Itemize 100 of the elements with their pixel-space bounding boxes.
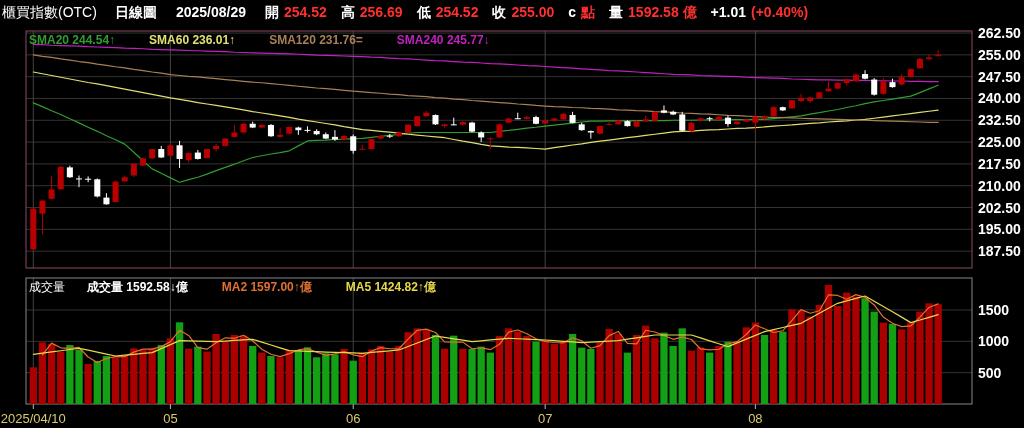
candlestick [606,121,613,126]
bar [733,341,741,404]
bar [532,341,540,404]
bar [907,322,915,404]
bar [450,335,458,404]
bar [468,348,476,404]
candlestick [487,136,494,150]
bar [651,338,659,404]
bar [632,334,641,404]
y-tick-label: 225.00 [978,134,1022,151]
text: MA5 1424.82↑億 [345,280,437,294]
y-tick-label: 255.00 [978,46,1022,63]
candlestick [459,120,466,127]
bar [47,344,56,404]
text: 2025/08/29 [175,4,247,20]
y-tick-label: 1000 [978,333,1010,350]
y-tick-label: 1500 [978,301,1010,318]
bar [642,325,650,404]
bar [760,334,769,404]
candlestick [724,115,731,128]
text: 高 256.69 [340,4,403,20]
x-tick-label: 08 [748,411,763,426]
bar [678,328,686,404]
text: MA2 1597.00↑億 [221,280,313,294]
bar [477,346,485,404]
y-tick-label: 187.50 [978,243,1022,260]
text: SMA60 236.01↑ [149,33,236,47]
bar [833,305,842,404]
bar [285,349,293,404]
bar [742,327,750,404]
bar [84,364,92,404]
bar [349,360,357,404]
bar [614,333,622,404]
bar [541,341,549,404]
candlestick [213,143,220,152]
bar [495,335,504,404]
bar [239,335,248,404]
bar [587,348,595,404]
text: 低 254.52 [415,4,479,20]
bar [578,347,586,404]
bar [157,345,165,404]
y-tick-label: 195.00 [978,221,1022,238]
bar [861,298,869,404]
text: c 點 [568,4,596,20]
bar [376,345,385,404]
text: +1.01 (+0.40%) [710,4,809,20]
text: 成交量 1592.58↓億 [86,280,189,294]
y-tick-label: 247.50 [978,68,1022,85]
candlestick [94,177,101,198]
series-label: SMA240 245.77↓ [396,33,490,47]
chart-title: 櫃買指數(OTC) [2,4,97,20]
y-tick-label: 210.00 [978,177,1022,194]
bar [57,351,65,404]
bar [38,342,47,404]
line-series [32,71,939,150]
bar [724,341,732,404]
bar [779,331,787,404]
bar [267,355,275,404]
bar [258,352,266,404]
chart-title: 成交量 [29,280,65,294]
bar [806,316,814,404]
candlestick [112,179,119,204]
bar [888,323,897,404]
y-tick-label: 240.00 [978,90,1022,107]
bar [504,328,513,404]
text: 量 1592.58 億 [608,4,698,20]
y-tick-label: 202.50 [978,199,1022,216]
text: SMA20 244.54↑ [29,33,116,47]
bar [523,335,531,404]
y-tick-label: 232.50 [978,112,1022,129]
bar [111,357,120,404]
bar [221,341,229,404]
bar [93,361,101,404]
bar [367,349,376,404]
bar [824,284,833,404]
bar [568,333,577,404]
bar [897,329,906,404]
bar [121,355,129,404]
bar [322,353,330,404]
x-tick-label: 2025/04/10 [0,411,66,426]
bar [313,357,321,404]
bar [340,348,348,404]
line-series [32,54,939,124]
bar [696,347,705,404]
bar [715,345,723,404]
bar [879,322,887,404]
bar [550,344,558,404]
candlestick [660,104,667,114]
bar [413,328,421,404]
bar [358,352,367,404]
bar [815,304,824,404]
candlestick [176,140,183,169]
line-series [32,84,939,183]
bar [706,352,714,404]
candlestick [277,127,284,138]
candlestick [76,175,83,188]
bar [194,346,202,404]
y-tick-label: 217.50 [978,155,1022,172]
x-tick-label: 06 [345,411,361,426]
bar [166,338,175,404]
